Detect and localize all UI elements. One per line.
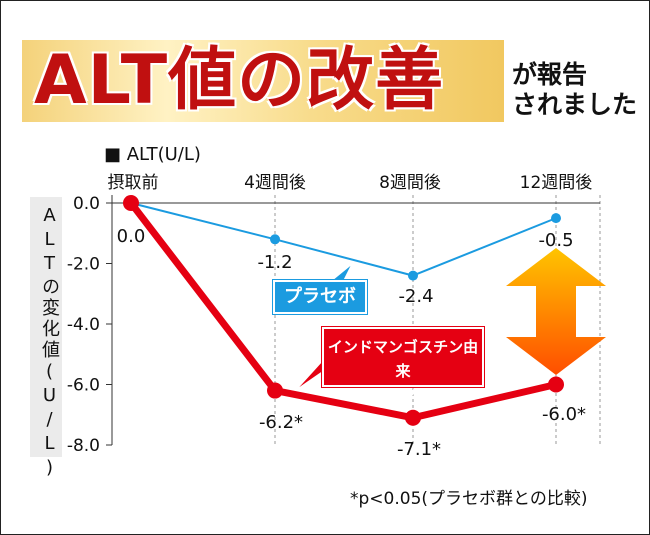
y-axis-title-background <box>30 197 62 457</box>
placebo-point <box>408 270 418 281</box>
placebo-data-label: -1.2 <box>257 252 292 273</box>
garcinia-point <box>548 376 564 393</box>
garcinia-callout-line-2: ガルシノール <box>357 386 448 404</box>
placebo-data-label: -0.5 <box>538 230 573 251</box>
x-category-label: 摂取前 <box>108 173 159 193</box>
garcinia-callout-line-1: インドマンゴスチン由来 <box>327 338 479 380</box>
placebo-point <box>270 234 280 245</box>
y-tick-label: -8.0 <box>67 436 100 456</box>
y-tick-label: -2.0 <box>67 255 100 275</box>
garcinia-data-label: -6.0* <box>542 404 586 425</box>
chart-title: ALT値の改善 <box>34 41 445 120</box>
garcinia-data-label: -6.2* <box>259 412 303 433</box>
garcinia-point <box>267 382 283 399</box>
footnote: *p<0.05(プラセボ群との比較) <box>350 489 588 509</box>
garcinia-data-label: -7.1* <box>397 439 441 460</box>
y-tick-label: -6.0 <box>67 376 100 396</box>
garcinia-point <box>123 195 139 211</box>
placebo-line <box>130 202 557 277</box>
chart-subtitle: が報告 されました <box>512 60 637 120</box>
x-category-label: 8週間後 <box>379 173 441 193</box>
garcinia-callout: インドマンゴスチン由来 ガルシノール <box>321 326 485 404</box>
x-category-label: 12週間後 <box>520 173 593 193</box>
legend-label: ■ ALT(U/L) <box>104 144 201 165</box>
y-tick-label: 0.0 <box>73 194 100 214</box>
subtitle-line-2: されました <box>512 90 638 119</box>
subtitle-line-1: が報告 <box>512 60 588 89</box>
placebo-point <box>551 213 561 224</box>
placebo-data-label: 0.0 <box>117 226 146 247</box>
title-band <box>22 40 504 122</box>
x-category-label: 4週間後 <box>244 173 306 193</box>
improvement-double-arrow <box>506 248 606 375</box>
y-axis-title: ALTの変化値(U/L) <box>39 205 60 481</box>
garcinia-callout-tail <box>295 356 326 391</box>
placebo-data-label: -2.4 <box>398 286 433 307</box>
garcinia-point <box>405 409 421 426</box>
garcinia-line <box>128 200 557 422</box>
y-tick-label: -4.0 <box>67 315 100 335</box>
placebo-callout: プラセボ <box>272 279 368 315</box>
